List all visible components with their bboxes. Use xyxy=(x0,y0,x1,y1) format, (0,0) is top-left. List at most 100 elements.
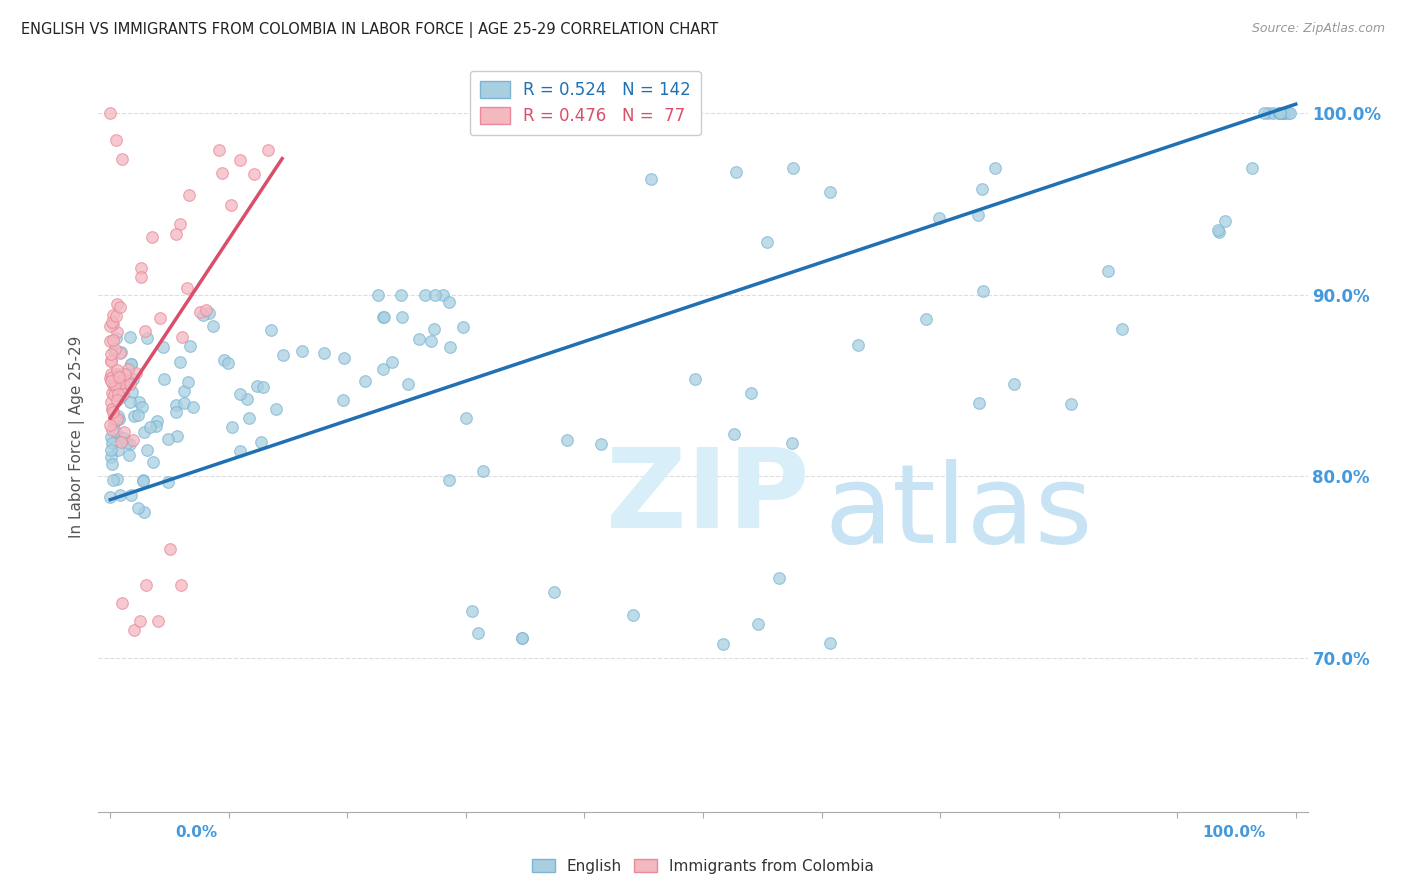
Point xyxy=(332,351,354,365)
Point xyxy=(640,172,662,186)
Point xyxy=(101,401,124,416)
Point xyxy=(104,377,127,392)
Point xyxy=(132,425,155,440)
Point xyxy=(782,161,804,175)
Point xyxy=(142,455,165,469)
Point xyxy=(103,378,125,392)
Point xyxy=(756,235,779,249)
Point xyxy=(271,348,294,362)
Point xyxy=(101,457,124,471)
Point xyxy=(100,430,122,444)
Point xyxy=(134,505,156,519)
Point xyxy=(740,385,762,400)
Point xyxy=(118,394,141,409)
Point xyxy=(260,323,283,337)
Point xyxy=(120,488,142,502)
Point xyxy=(101,473,124,487)
Point xyxy=(135,578,157,592)
Point xyxy=(103,416,125,430)
Point xyxy=(110,345,132,359)
Point xyxy=(194,302,217,317)
Point xyxy=(118,330,141,344)
Point xyxy=(104,378,127,392)
Point xyxy=(100,354,122,368)
Point xyxy=(780,436,803,450)
Point xyxy=(107,412,129,426)
Point xyxy=(136,331,159,345)
Text: ZIP: ZIP xyxy=(606,443,810,550)
Point xyxy=(100,373,122,387)
Point xyxy=(818,636,841,650)
Point xyxy=(117,362,139,376)
Point xyxy=(1271,106,1294,120)
Point xyxy=(148,311,170,326)
Point xyxy=(117,377,139,392)
Point xyxy=(291,344,314,359)
Point xyxy=(110,435,132,450)
Point xyxy=(115,435,138,450)
Point xyxy=(108,377,131,392)
Y-axis label: In Labor Force | Age 25-29: In Labor Force | Age 25-29 xyxy=(69,336,84,538)
Point xyxy=(107,326,129,340)
Point xyxy=(1213,214,1236,228)
Point xyxy=(120,376,142,391)
Point xyxy=(100,442,122,457)
Point xyxy=(134,324,156,338)
Point xyxy=(105,368,128,383)
Point xyxy=(1279,106,1302,120)
Point xyxy=(967,208,990,222)
Point xyxy=(229,153,252,168)
Point xyxy=(104,368,127,382)
Point xyxy=(101,308,124,322)
Legend: R = 0.524   N = 142, R = 0.476   N =  77: R = 0.524 N = 142, R = 0.476 N = 77 xyxy=(470,70,700,136)
Point xyxy=(169,218,191,232)
Point xyxy=(246,379,269,393)
Point xyxy=(373,310,395,325)
Point xyxy=(1241,161,1264,175)
Point xyxy=(252,380,274,394)
Point xyxy=(165,227,187,242)
Point xyxy=(173,396,195,410)
Point xyxy=(127,408,149,422)
Point xyxy=(103,343,125,357)
Point xyxy=(179,339,201,353)
Point xyxy=(439,295,461,310)
Point xyxy=(104,424,127,438)
Point xyxy=(103,405,125,419)
Point xyxy=(193,308,215,322)
Point xyxy=(373,310,395,324)
Point xyxy=(354,375,377,389)
Point xyxy=(177,375,200,389)
Point xyxy=(108,367,131,381)
Point xyxy=(768,571,790,585)
Point xyxy=(107,443,129,458)
Point xyxy=(413,287,436,301)
Point xyxy=(114,367,136,381)
Point xyxy=(512,631,534,645)
Point xyxy=(250,434,273,449)
Point xyxy=(157,432,180,446)
Point xyxy=(169,354,191,368)
Point xyxy=(120,357,142,371)
Point xyxy=(111,152,134,166)
Point xyxy=(314,346,336,360)
Point xyxy=(129,261,152,276)
Point xyxy=(1277,106,1299,120)
Point xyxy=(461,604,484,618)
Point xyxy=(423,287,446,301)
Point xyxy=(100,371,122,385)
Point xyxy=(984,161,1007,175)
Point xyxy=(111,596,134,610)
Point xyxy=(202,318,225,333)
Point xyxy=(229,443,252,458)
Point xyxy=(238,411,260,425)
Point xyxy=(170,578,193,592)
Point xyxy=(389,287,412,301)
Point xyxy=(217,356,239,370)
Point xyxy=(101,315,124,329)
Text: ENGLISH VS IMMIGRANTS FROM COLOMBIA IN LABOR FORCE | AGE 25-29 CORRELATION CHART: ENGLISH VS IMMIGRANTS FROM COLOMBIA IN L… xyxy=(21,22,718,38)
Point xyxy=(125,366,148,380)
Point xyxy=(108,488,131,502)
Point xyxy=(101,333,124,347)
Point xyxy=(381,355,404,369)
